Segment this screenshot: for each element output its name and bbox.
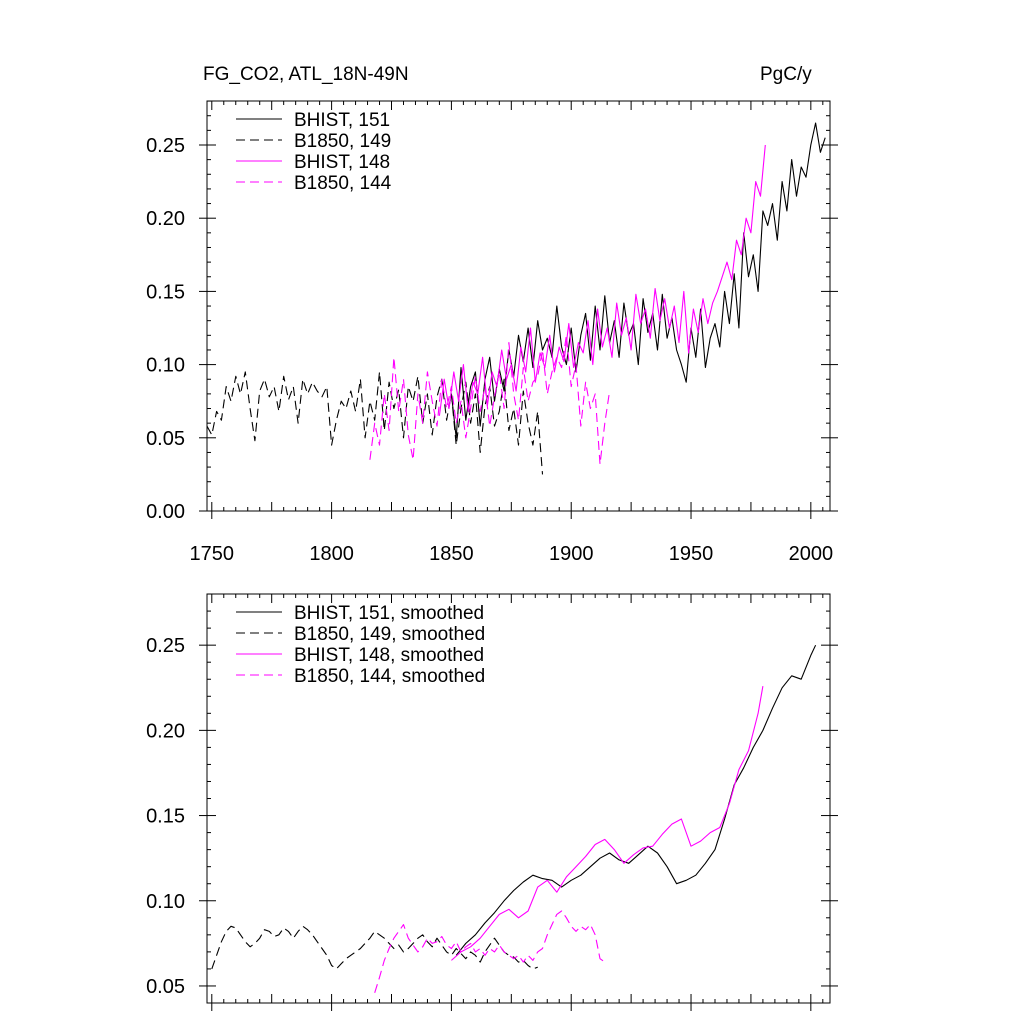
panel-2-ytick-label: 0.10 — [146, 891, 185, 913]
panel-1-xtick-label: 1850 — [429, 543, 474, 565]
panel-1-xtick-label: 1800 — [309, 543, 354, 565]
panel-1-legend-label-2: B1850, 149 — [294, 131, 391, 152]
panel-2-series-line-3 — [451, 686, 764, 961]
panel-1-ytick-label: 0.05 — [146, 428, 185, 450]
chart-title: FG_CO2, ATL_18N-49N — [203, 64, 409, 85]
panel-2-legend-label-3: BHIST, 148, smoothed — [294, 645, 484, 666]
panel-1-series-line-4 — [369, 334, 611, 465]
panel-1-legend-label-4: B1850, 144 — [294, 173, 392, 194]
panel-2-series-line-2 — [211, 925, 538, 970]
panel-1-legend-label-3: BHIST, 148 — [294, 152, 390, 173]
panel-1-series-line-3 — [438, 144, 766, 416]
panel-1-legend-label-1: BHIST, 151 — [294, 110, 390, 131]
panel-2-ytick-label: 0.15 — [146, 806, 185, 828]
panel-2-ytick-label: 0.20 — [146, 720, 185, 742]
panel-1-series-line-1 — [450, 122, 826, 439]
panel-2-ytick-label: 0.05 — [146, 976, 185, 998]
panel-2-series-line-1 — [455, 644, 817, 956]
panel-1-ytick-label: 0.10 — [146, 355, 185, 377]
panel-1-ytick-label: 0.25 — [146, 135, 185, 157]
panel-1-xtick-label: 1750 — [190, 543, 235, 565]
panel-1-xtick-label: 1900 — [549, 543, 594, 565]
panel-2-series-line-4 — [374, 910, 606, 993]
panel-2-legend-label-2: B1850, 149, smoothed — [294, 624, 485, 645]
panel-1-xtick-label: 1950 — [669, 543, 714, 565]
panel-1-xtick-label: 2000 — [789, 543, 834, 565]
panel-2-legend-label-4: B1850, 144, smoothed — [294, 666, 485, 687]
chart-units-label: PgC/y — [760, 64, 812, 85]
panel-1-ytick-label: 0.00 — [146, 501, 185, 523]
panel-1-ytick-label: 0.20 — [146, 208, 185, 230]
panel-1-ytick-label: 0.15 — [146, 281, 185, 303]
panel-2-ytick-label: 0.25 — [146, 635, 185, 657]
panel-2-legend-label-1: BHIST, 151, smoothed — [294, 603, 484, 624]
